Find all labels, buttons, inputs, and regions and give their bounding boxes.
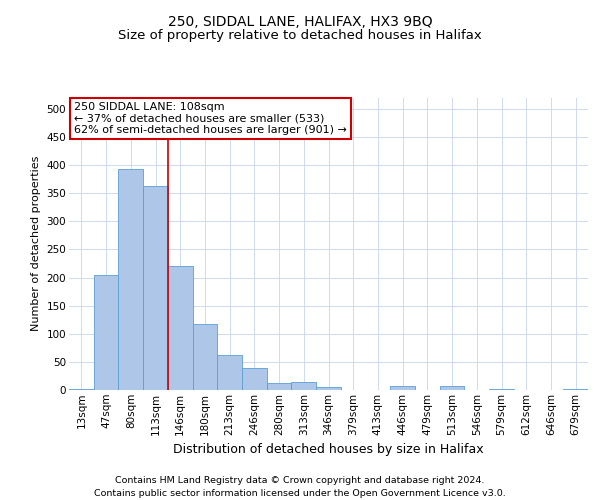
Bar (168, 266, 193, 390)
Bar (390, 386, 415, 390)
X-axis label: Distribution of detached houses by size in Halifax: Distribution of detached houses by size … (173, 443, 484, 456)
Bar (489, 389, 514, 390)
Bar (242, 368, 267, 390)
Bar (292, 382, 316, 390)
Text: Contains public sector information licensed under the Open Government Licence v3: Contains public sector information licen… (94, 489, 506, 498)
Bar (316, 386, 341, 390)
Bar (440, 386, 464, 390)
Text: 250 SIDDAL LANE: 108sqm
← 37% of detached houses are smaller (533)
62% of semi-d: 250 SIDDAL LANE: 108sqm ← 37% of detache… (74, 102, 347, 135)
Bar (69, 389, 94, 390)
Bar (193, 324, 217, 390)
Bar (217, 354, 242, 390)
Text: Contains HM Land Registry data © Crown copyright and database right 2024.: Contains HM Land Registry data © Crown c… (115, 476, 485, 485)
Bar (143, 186, 168, 390)
Bar (267, 382, 292, 390)
Bar (118, 169, 143, 390)
Text: 250, SIDDAL LANE, HALIFAX, HX3 9BQ: 250, SIDDAL LANE, HALIFAX, HX3 9BQ (167, 15, 433, 29)
Y-axis label: Number of detached properties: Number of detached properties (31, 156, 41, 332)
Bar (94, 274, 118, 390)
Text: Size of property relative to detached houses in Halifax: Size of property relative to detached ho… (118, 28, 482, 42)
